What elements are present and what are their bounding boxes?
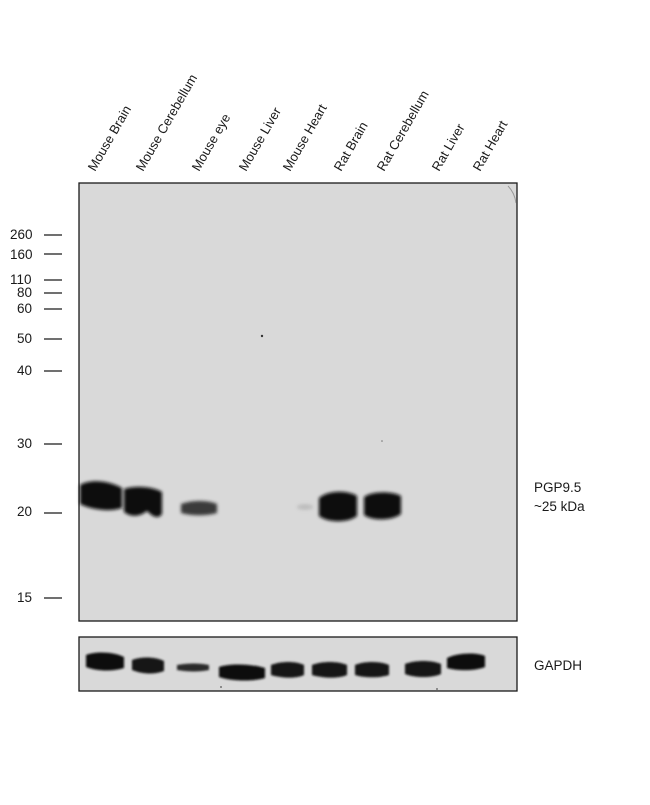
lane-label: Rat Heart	[470, 117, 511, 173]
marker-label: 260	[10, 227, 33, 242]
band-mouse-heart	[297, 504, 313, 510]
marker-label: 110	[10, 272, 32, 287]
marker-label: 20	[17, 504, 32, 519]
control-blot-bands	[86, 652, 485, 681]
lane-labels: Mouse Brain Mouse Cerebellum Mouse eye M…	[85, 72, 511, 174]
lane-label: Mouse Heart	[280, 101, 330, 173]
gapdh-band	[447, 653, 485, 671]
marker-label: 80	[17, 285, 32, 300]
marker-label: 50	[17, 331, 32, 346]
lane-label: Mouse eye	[189, 111, 234, 174]
membrane-speck	[260, 334, 264, 338]
gapdh-band	[132, 657, 164, 674]
target-size-label: ~25 kDa	[534, 499, 585, 514]
gapdh-band	[219, 664, 265, 681]
band-mouse-brain	[80, 481, 122, 511]
gapdh-band	[405, 661, 441, 677]
marker-label: 15	[17, 590, 32, 605]
membrane-corner-mark	[507, 185, 517, 204]
lane-label: Mouse Brain	[85, 103, 134, 174]
main-blot-membrane	[78, 182, 518, 622]
band-mouse-cerebellum	[124, 486, 162, 518]
gapdh-band	[312, 662, 347, 678]
main-blot-bands	[80, 481, 401, 522]
band-rat-brain	[319, 491, 357, 522]
gapdh-band	[355, 662, 389, 678]
band-rat-cerebellum	[364, 492, 401, 520]
membrane-speck	[220, 686, 222, 688]
control-label: GAPDH	[534, 658, 582, 673]
marker-label: 60	[17, 301, 32, 316]
marker-label: 40	[17, 363, 32, 378]
lane-label: Rat Cerebellum	[374, 88, 432, 174]
membrane-speck	[381, 440, 383, 442]
target-label: PGP9.5	[534, 480, 581, 495]
lane-label: Rat Brain	[331, 119, 371, 173]
gapdh-band	[86, 652, 124, 671]
lane-label: Mouse Cerebellum	[133, 72, 201, 174]
lane-label: Mouse Liver	[236, 104, 285, 173]
marker-label: 30	[17, 436, 32, 451]
gapdh-band	[177, 663, 209, 672]
membrane-speck	[436, 688, 438, 690]
gapdh-band	[271, 662, 304, 678]
mw-markers: 260 160 110 80 60 50 40 30 20 15	[10, 227, 62, 605]
band-mouse-eye	[181, 501, 217, 516]
lane-label: Rat Liver	[429, 120, 468, 173]
marker-label: 160	[10, 247, 33, 262]
